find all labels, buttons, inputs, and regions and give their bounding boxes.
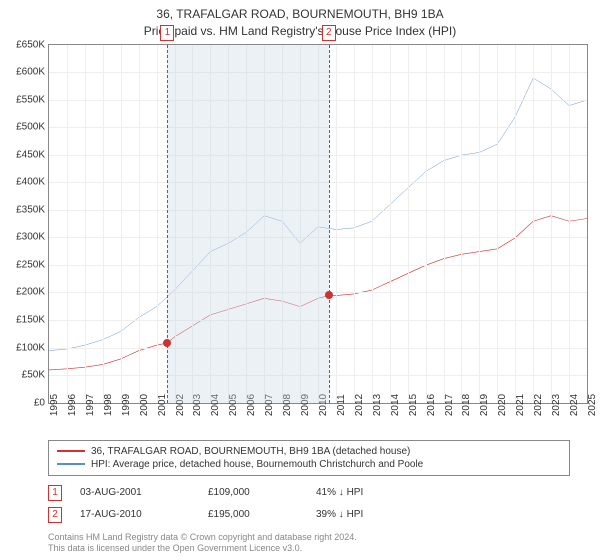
sale-date: 17-AUG-2010 xyxy=(80,509,190,520)
title-block: 36, TRAFALGAR ROAD, BOURNEMOUTH, BH9 1BA… xyxy=(0,0,600,44)
y-axis-label: £150K xyxy=(16,314,45,325)
sale-badge: 1 xyxy=(48,485,62,501)
reference-badge: 1 xyxy=(160,25,174,41)
sale-row: 1 03-AUG-2001 £109,000 41% ↓ HPI xyxy=(48,482,570,504)
x-axis-label: 2024 xyxy=(569,393,580,415)
shaded-ownership-region xyxy=(167,45,328,403)
y-axis-label: £250K xyxy=(16,259,45,270)
title-subtitle: Price paid vs. HM Land Registry's House … xyxy=(0,23,600,40)
legend-box: 36, TRAFALGAR ROAD, BOURNEMOUTH, BH9 1BA… xyxy=(48,440,570,476)
x-axis-label: 2015 xyxy=(408,393,419,415)
y-axis-label: £450K xyxy=(16,149,45,160)
title-address: 36, TRAFALGAR ROAD, BOURNEMOUTH, BH9 1BA xyxy=(0,6,600,23)
footer-line: This data is licensed under the Open Gov… xyxy=(48,543,570,555)
y-axis-label: £600K xyxy=(16,67,45,78)
y-axis-label: £300K xyxy=(16,232,45,243)
y-axis-label: £550K xyxy=(16,94,45,105)
x-axis-label: 2013 xyxy=(372,393,383,415)
sale-marker-dot xyxy=(163,339,171,347)
sale-marker-dot xyxy=(325,291,333,299)
y-axis-label: £200K xyxy=(16,287,45,298)
sale-row: 2 17-AUG-2010 £195,000 39% ↓ HPI xyxy=(48,504,570,526)
x-axis-label: 1998 xyxy=(103,393,114,415)
x-axis-label: 2011 xyxy=(336,394,347,416)
sales-table: 1 03-AUG-2001 £109,000 41% ↓ HPI 2 17-AU… xyxy=(48,482,570,526)
x-axis-label: 2021 xyxy=(515,393,526,415)
chart-area: £0£50K£100K£150K£200K£250K£300K£350K£400… xyxy=(48,44,588,424)
x-axis-label: 2001 xyxy=(157,393,168,415)
x-axis-label: 1997 xyxy=(85,393,96,415)
y-axis-label: £0 xyxy=(34,397,45,408)
sale-badge: 2 xyxy=(48,507,62,523)
footer-line: Contains HM Land Registry data © Crown c… xyxy=(48,532,570,544)
x-axis-label: 2025 xyxy=(587,393,598,415)
x-axis-label: 2012 xyxy=(354,393,365,415)
y-axis-label: £50K xyxy=(22,370,45,381)
x-axis-label: 2017 xyxy=(444,393,455,415)
x-axis-label: 2022 xyxy=(533,393,544,415)
legend-swatch xyxy=(57,450,85,452)
sale-date: 03-AUG-2001 xyxy=(80,487,190,498)
reference-badge: 2 xyxy=(322,25,336,41)
footer: Contains HM Land Registry data © Crown c… xyxy=(48,532,570,555)
legend-label: 36, TRAFALGAR ROAD, BOURNEMOUTH, BH9 1BA… xyxy=(91,446,410,457)
x-axis-label: 2016 xyxy=(426,393,437,415)
sale-delta: 41% ↓ HPI xyxy=(316,487,396,498)
plot-region: £0£50K£100K£150K£200K£250K£300K£350K£400… xyxy=(48,44,588,404)
sale-price: £109,000 xyxy=(208,487,298,498)
legend-label: HPI: Average price, detached house, Bour… xyxy=(91,459,423,470)
x-axis-label: 1995 xyxy=(49,393,60,415)
x-axis-label: 2000 xyxy=(139,393,150,415)
x-axis-label: 1999 xyxy=(121,393,132,415)
y-axis-label: £500K xyxy=(16,122,45,133)
x-axis-label: 2014 xyxy=(390,393,401,415)
chart-container: 36, TRAFALGAR ROAD, BOURNEMOUTH, BH9 1BA… xyxy=(0,0,600,560)
reference-line xyxy=(167,45,168,403)
x-axis-label: 2019 xyxy=(479,393,490,415)
sale-price: £195,000 xyxy=(208,509,298,520)
x-axis-label: 2018 xyxy=(461,393,472,415)
legend-item: 36, TRAFALGAR ROAD, BOURNEMOUTH, BH9 1BA… xyxy=(57,445,561,458)
x-axis-label: 2020 xyxy=(497,393,508,415)
y-axis-label: £100K xyxy=(16,342,45,353)
y-axis-label: £400K xyxy=(16,177,45,188)
sale-delta: 39% ↓ HPI xyxy=(316,509,396,520)
x-axis-label: 1996 xyxy=(67,393,78,415)
y-axis-label: £650K xyxy=(16,39,45,50)
x-axis-label: 2023 xyxy=(551,393,562,415)
y-axis-label: £350K xyxy=(16,204,45,215)
reference-line xyxy=(329,45,330,403)
legend-swatch xyxy=(57,463,85,465)
legend-item: HPI: Average price, detached house, Bour… xyxy=(57,458,561,471)
